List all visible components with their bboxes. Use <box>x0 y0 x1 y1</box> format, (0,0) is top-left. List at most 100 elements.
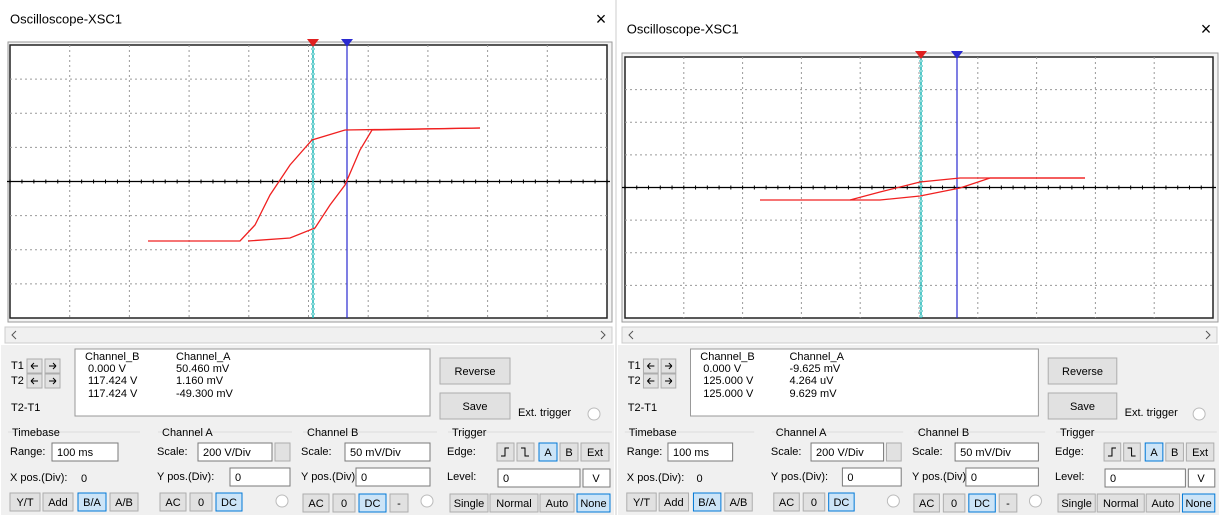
radio[interactable] <box>1028 494 1042 508</box>
button-label: Reverse <box>455 366 496 378</box>
button[interactable] <box>1145 493 1181 513</box>
input-box[interactable] <box>954 442 1039 462</box>
trace <box>760 177 1085 201</box>
input-value: 100 ms <box>673 447 710 459</box>
button-label: Normal <box>496 498 531 510</box>
input-value: 0 <box>81 473 87 485</box>
button[interactable] <box>109 492 139 512</box>
radio[interactable] <box>275 494 289 508</box>
input-box[interactable] <box>1104 468 1186 488</box>
button[interactable] <box>439 357 511 385</box>
input-box[interactable] <box>841 467 902 487</box>
input-box[interactable] <box>965 467 1039 487</box>
button[interactable] <box>489 493 539 513</box>
button[interactable] <box>626 492 657 512</box>
input-box[interactable] <box>497 468 581 488</box>
readout-value: 9.629 mV <box>789 388 837 400</box>
scroll-left[interactable] <box>11 330 17 340</box>
button-label: Add <box>664 497 684 509</box>
scrollbar[interactable] <box>621 326 1218 344</box>
close-button[interactable]: × <box>1201 19 1212 39</box>
scroll-left[interactable] <box>628 330 634 340</box>
input-box[interactable] <box>51 442 119 462</box>
button[interactable] <box>332 493 356 513</box>
readout-value: 1.160 mV <box>176 375 224 387</box>
button[interactable] <box>189 492 213 512</box>
button[interactable] <box>274 442 291 462</box>
radio[interactable] <box>1192 407 1206 421</box>
button[interactable] <box>9 492 41 512</box>
button[interactable] <box>580 442 610 462</box>
button[interactable] <box>302 493 330 513</box>
button[interactable] <box>1096 493 1145 513</box>
radio[interactable] <box>420 494 434 508</box>
button-label: B/A <box>83 497 101 509</box>
button[interactable] <box>389 493 409 513</box>
button[interactable] <box>358 493 387 513</box>
button-label: A/B <box>730 497 748 509</box>
button[interactable] <box>1165 442 1184 462</box>
button[interactable] <box>449 493 489 513</box>
button[interactable] <box>802 492 826 512</box>
readout-value: 117.424 V <box>88 388 138 400</box>
field-label: Scale: <box>771 446 802 458</box>
button[interactable] <box>913 493 940 513</box>
button-label: DC <box>221 497 237 509</box>
button[interactable] <box>576 493 611 513</box>
group-title: Channel A <box>776 427 827 439</box>
button[interactable] <box>998 493 1018 513</box>
button-label: - <box>1006 498 1010 510</box>
input-box[interactable] <box>344 442 431 462</box>
button-label: - <box>397 498 401 510</box>
radio[interactable] <box>886 494 900 508</box>
button[interactable] <box>828 492 855 512</box>
button-label: 0 <box>341 498 347 510</box>
group-title: Trigger <box>452 427 487 439</box>
field-label: Edge: <box>447 446 476 458</box>
button[interactable] <box>159 492 187 512</box>
button[interactable] <box>42 492 74 512</box>
close-button[interactable]: × <box>596 9 607 29</box>
button[interactable] <box>1185 442 1215 462</box>
button[interactable] <box>215 492 243 512</box>
button-label: 0 <box>811 497 817 509</box>
button[interactable] <box>773 492 800 512</box>
button[interactable] <box>1181 493 1216 513</box>
button[interactable] <box>559 442 579 462</box>
button[interactable] <box>439 392 511 420</box>
cursor-marker <box>307 39 319 47</box>
button[interactable] <box>77 492 107 512</box>
button[interactable] <box>538 442 558 462</box>
button-label: None <box>580 498 606 510</box>
button[interactable] <box>658 492 690 512</box>
button[interactable] <box>539 493 575 513</box>
scrollbar[interactable] <box>4 326 613 344</box>
button[interactable] <box>968 493 996 513</box>
button-label: Save <box>462 401 487 413</box>
input-box[interactable] <box>229 467 291 487</box>
column-header: Channel_B <box>85 351 139 363</box>
button[interactable] <box>886 442 902 462</box>
radio[interactable] <box>587 407 601 421</box>
button[interactable] <box>942 493 966 513</box>
button[interactable] <box>1047 357 1118 385</box>
unit-label: V <box>1197 473 1205 485</box>
input-box[interactable] <box>197 442 273 462</box>
input-box[interactable] <box>667 442 734 462</box>
input-box[interactable] <box>355 467 431 487</box>
button[interactable] <box>1144 442 1164 462</box>
button[interactable] <box>724 492 753 512</box>
button[interactable] <box>692 492 722 512</box>
input-value: 50 mV/Div <box>350 447 401 459</box>
edge-icon <box>521 447 529 457</box>
button-label: DC <box>833 497 849 509</box>
button-label: Add <box>48 497 68 509</box>
input-box <box>75 468 117 488</box>
button[interactable] <box>1057 493 1096 513</box>
button-label: A <box>1150 447 1158 459</box>
scroll-right[interactable] <box>600 330 606 340</box>
scroll-right[interactable] <box>1205 330 1211 340</box>
button[interactable] <box>1047 392 1118 420</box>
input-box[interactable] <box>810 442 885 462</box>
edge-icon <box>1127 447 1136 457</box>
